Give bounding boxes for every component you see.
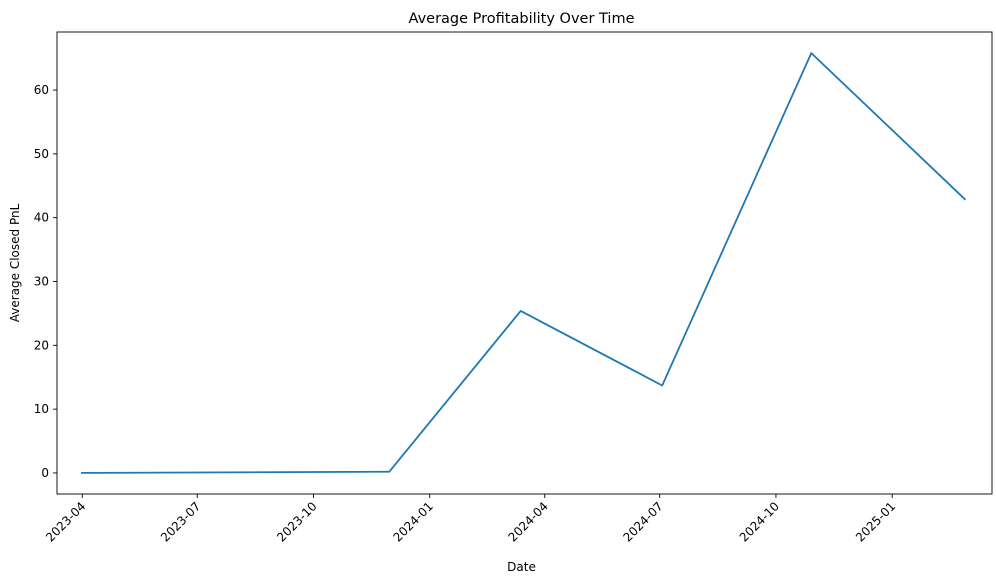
y-tick-label: 50 bbox=[34, 147, 49, 161]
y-tick-label: 40 bbox=[34, 211, 49, 225]
x-tick-label: 2023-10 bbox=[274, 499, 319, 544]
x-tick-label: 2024-01 bbox=[391, 499, 436, 544]
x-tick-label: 2024-07 bbox=[620, 499, 665, 544]
y-tick-label: 0 bbox=[41, 466, 49, 480]
x-axis: 2023-04 2023-07 2023-10 2024-01 2024-04 2024-… bbox=[43, 494, 898, 545]
plot-area bbox=[56, 31, 993, 495]
y-tick-label: 30 bbox=[34, 275, 49, 289]
x-tick-label: 2023-07 bbox=[158, 499, 203, 544]
y-axis: 0 10 20 30 40 50 60 bbox=[34, 83, 57, 480]
series-layer bbox=[80, 52, 967, 474]
y-tick-label: 20 bbox=[34, 338, 49, 352]
y-tick-label: 60 bbox=[34, 83, 49, 97]
x-tick-label: 2025-01 bbox=[853, 499, 898, 544]
x-tick-label: 2024-04 bbox=[505, 499, 550, 544]
x-axis-label: Date bbox=[507, 560, 536, 574]
series-line bbox=[80, 52, 967, 474]
x-tick-label: 2024-10 bbox=[737, 499, 782, 544]
y-tick-label: 10 bbox=[34, 402, 49, 416]
x-tick-label: 2023-04 bbox=[43, 499, 88, 544]
chart-title: Average Profitability Over Time bbox=[409, 11, 635, 27]
y-axis-label: Average Closed PnL bbox=[8, 203, 22, 322]
